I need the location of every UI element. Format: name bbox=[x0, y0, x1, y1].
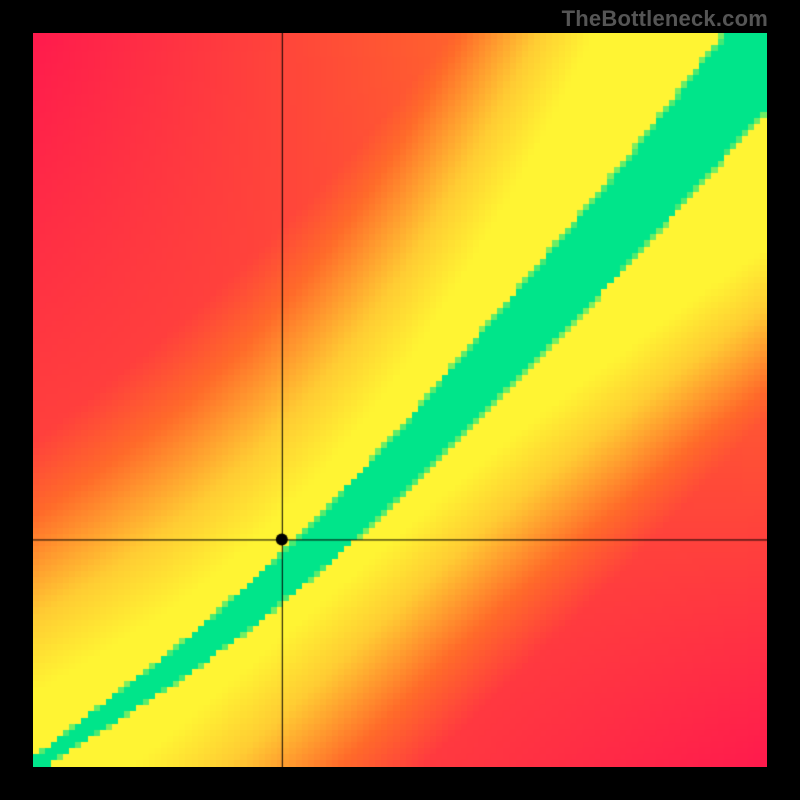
watermark-text: TheBottleneck.com bbox=[562, 6, 768, 32]
chart-container: { "watermark": { "text": "TheBottleneck.… bbox=[0, 0, 800, 800]
bottleneck-heatmap bbox=[33, 33, 767, 767]
